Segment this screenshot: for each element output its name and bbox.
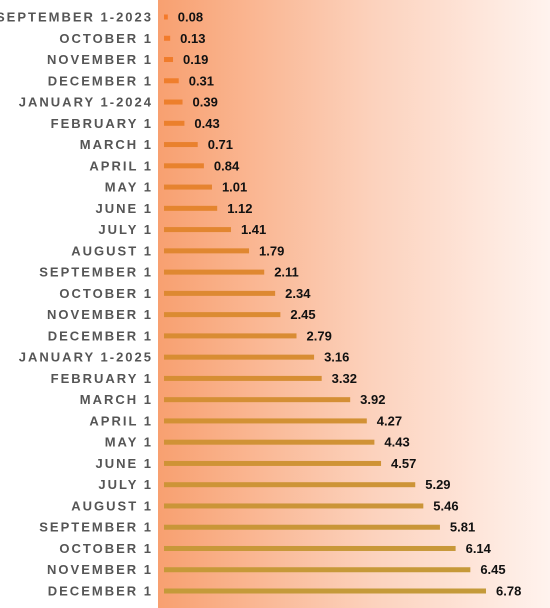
category-label: JUNE 1 [95, 456, 153, 471]
bar [164, 290, 276, 296]
category-label: APRIL 1 [89, 158, 153, 173]
category-label: OCTOBER 1 [59, 286, 153, 301]
category-label: AUGUST 1 [71, 243, 153, 258]
category-label: FEBRUARY 1 [51, 371, 153, 386]
category-label: NOVEMBER 1 [47, 52, 153, 67]
value-label: 6.78 [496, 584, 521, 599]
category-label: SEPTEMBER 1 [39, 265, 153, 280]
category-label: SEPTEMBER 1-2023 [0, 10, 153, 25]
bar [164, 163, 204, 169]
value-label: 5.29 [425, 477, 450, 492]
value-label: 3.16 [324, 350, 349, 365]
bar [164, 397, 351, 403]
bar [164, 78, 179, 84]
bar [164, 227, 231, 233]
value-label: 0.71 [208, 137, 233, 152]
bar [164, 312, 281, 318]
value-label: 0.19 [183, 52, 208, 67]
value-labels: 0.08 0.13 0.19 0.31 0.39 0.43 0.71 0.84 1.01 1.12… [178, 10, 522, 599]
value-label: 0.84 [214, 158, 240, 173]
value-label: 6.45 [480, 562, 505, 577]
bar [164, 205, 218, 211]
category-label: FEBRUARY 1 [51, 116, 153, 131]
value-label: 6.14 [466, 541, 492, 556]
value-label: 4.43 [384, 435, 409, 450]
value-label: 3.32 [332, 371, 357, 386]
bar [164, 120, 185, 126]
value-label: 1.41 [241, 222, 266, 237]
category-label: JULY 1 [98, 477, 153, 492]
value-label: 2.34 [285, 286, 311, 301]
bar [164, 418, 367, 424]
value-label: 2.79 [307, 328, 332, 343]
category-label: OCTOBER 1 [59, 31, 153, 46]
category-label: MARCH 1 [80, 392, 153, 407]
value-label: 1.01 [222, 180, 247, 195]
value-label: 0.31 [189, 73, 214, 88]
category-label: JANUARY 1-2025 [19, 350, 153, 365]
bar [164, 567, 471, 573]
bar [164, 99, 183, 105]
bar [164, 439, 375, 445]
value-label: 5.81 [450, 520, 475, 535]
bar [164, 503, 424, 509]
category-label: APRIL 1 [89, 413, 153, 428]
bar [164, 375, 322, 381]
category-label: MAY 1 [105, 435, 153, 450]
category-label: SEPTEMBER 1 [39, 520, 153, 535]
value-label: 4.27 [377, 413, 402, 428]
category-label: NOVEMBER 1 [47, 307, 153, 322]
plot-background [158, 0, 550, 608]
value-label: 0.13 [180, 31, 205, 46]
bar [164, 184, 212, 190]
category-label: MAY 1 [105, 180, 153, 195]
bar [164, 142, 198, 148]
value-label: 3.92 [360, 392, 385, 407]
category-label: AUGUST 1 [71, 498, 153, 513]
value-label: 2.11 [274, 265, 299, 280]
bar [164, 524, 440, 530]
value-label: 0.08 [178, 10, 203, 25]
category-label: NOVEMBER 1 [47, 562, 153, 577]
bar [164, 269, 265, 275]
category-label: DECEMBER 1 [48, 73, 153, 88]
value-label: 1.12 [227, 201, 252, 216]
value-label: 5.46 [433, 498, 458, 513]
category-label: JUNE 1 [95, 201, 153, 216]
value-label: 2.45 [290, 307, 315, 322]
value-label: 0.39 [193, 95, 218, 110]
bars [164, 14, 486, 594]
category-label: JANUARY 1-2024 [19, 95, 153, 110]
bar [164, 354, 315, 360]
category-labels: SEPTEMBER 1-2023 OCTOBER 1 NOVEMBER 1 DECEM… [0, 10, 153, 599]
bar [164, 545, 456, 551]
bar [164, 333, 297, 339]
value-label: 4.57 [391, 456, 416, 471]
category-label: DECEMBER 1 [48, 584, 153, 599]
bar [164, 57, 174, 63]
category-label: JULY 1 [98, 222, 153, 237]
value-label: 1.79 [259, 243, 284, 258]
category-label: OCTOBER 1 [59, 541, 153, 556]
bar [164, 35, 171, 41]
category-label: DECEMBER 1 [48, 328, 153, 343]
bar [164, 14, 168, 20]
bar [164, 460, 382, 466]
bar [164, 248, 250, 254]
category-label: MARCH 1 [80, 137, 153, 152]
bar [164, 482, 416, 488]
value-label: 0.43 [194, 116, 219, 131]
bar [164, 588, 486, 594]
